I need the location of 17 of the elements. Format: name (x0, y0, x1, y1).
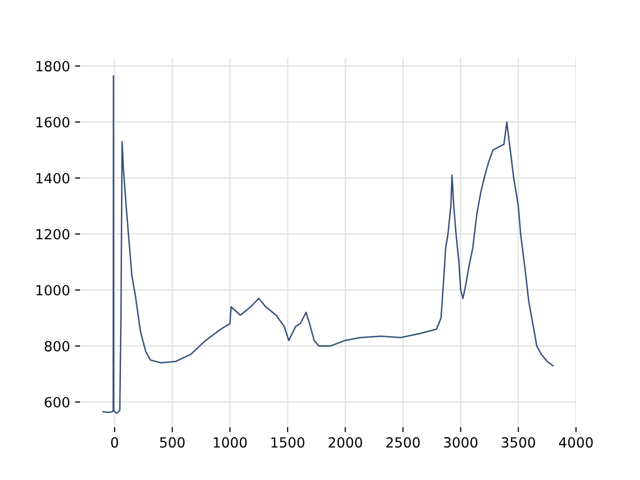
x-tick-label: 1500 (271, 437, 304, 448)
x-tick-label: 0 (111, 437, 118, 448)
y-tick-label: 1800 (36, 60, 70, 72)
x-tick-label: 500 (160, 437, 185, 448)
x-tick-label: 2500 (386, 437, 420, 448)
x-tick-label: 3000 (444, 437, 478, 448)
y-tick-label: 600 (44, 396, 70, 408)
x-tick-label: 3500 (502, 437, 536, 448)
x-tick-label: 2000 (328, 437, 362, 448)
y-tick-label: 1600 (36, 116, 70, 128)
y-tick-label: 1400 (36, 172, 70, 184)
x-tick-label: 4000 (559, 437, 593, 448)
line-series (102, 75, 554, 414)
y-tick-label: 1000 (36, 284, 70, 296)
x-tick-label: 1000 (214, 437, 247, 448)
y-tick-label: 800 (44, 340, 70, 352)
y-tick-label: 1200 (36, 228, 70, 240)
